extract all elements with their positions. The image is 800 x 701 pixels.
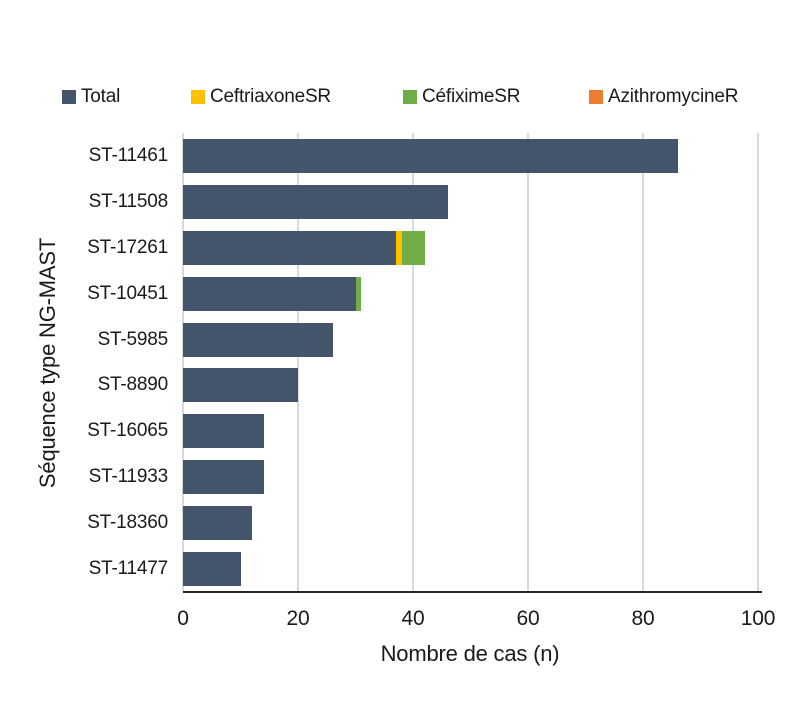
y-axis-category-labels: ST-11461 ST-11508 ST-17261 ST-10451 ST-5985 S… <box>0 133 175 592</box>
bar-track <box>183 506 758 541</box>
bar-segment-total <box>183 138 678 173</box>
x-axis-tick-labels: 0 20 40 60 80 100 <box>177 607 775 633</box>
x-tick-label: 100 <box>740 607 776 630</box>
legend-swatch-icon <box>62 90 76 104</box>
gridline <box>297 133 299 592</box>
gridline <box>757 133 759 592</box>
bar-row <box>183 408 758 454</box>
bar-row <box>183 225 758 271</box>
bar-row <box>183 179 758 225</box>
bar-track <box>183 414 758 449</box>
bar-row <box>183 133 758 179</box>
legend-swatch-icon <box>589 90 603 104</box>
category-label: ST-5985 <box>97 328 169 350</box>
bar-track <box>183 460 758 495</box>
bar-segment-total <box>183 414 264 449</box>
category-label: ST-11477 <box>88 558 169 580</box>
bar-track <box>183 322 758 357</box>
x-tick-label: 40 <box>401 607 425 630</box>
bar-row <box>183 546 758 592</box>
bar-segment-total <box>183 368 298 403</box>
bar-track <box>183 552 758 587</box>
category-label: ST-10451 <box>87 282 168 304</box>
x-tick-label: 80 <box>631 607 655 630</box>
x-tick-label: 0 <box>177 607 189 630</box>
bar-segment-total <box>183 506 252 541</box>
category-label: ST-18360 <box>87 512 168 534</box>
bar-track <box>183 184 758 219</box>
bar-segment-total <box>183 276 356 311</box>
category-label: ST-11933 <box>88 466 169 488</box>
legend-item: Total <box>62 86 120 108</box>
gridline <box>642 133 644 592</box>
bar-row <box>183 454 758 500</box>
bar-segment-total <box>183 460 264 495</box>
legend-label: AzithromycineR <box>608 86 739 107</box>
legend-swatch-icon <box>403 90 417 104</box>
bar-track <box>183 368 758 403</box>
bar-segment-total <box>183 322 333 357</box>
x-tick-label: 20 <box>286 607 310 630</box>
gridline <box>527 133 529 592</box>
bar-segment-céfiximesr <box>401 230 425 265</box>
bar-track <box>183 276 758 311</box>
legend-label: CéfiximeSR <box>422 86 521 107</box>
category-label: ST-16065 <box>87 420 168 442</box>
plot-area <box>182 133 762 593</box>
bar-segment-total <box>183 184 448 219</box>
category-label: ST-8890 <box>97 374 169 396</box>
bars-layer <box>183 133 758 592</box>
bar-segment-céfiximesr <box>355 276 362 311</box>
bar-segment-total <box>183 230 396 265</box>
chart-legend: Total CeftriaxoneSR CéfiximeSR Azithromycin… <box>0 86 800 110</box>
legend-item: CeftriaxoneSR <box>191 86 331 108</box>
legend-item: AzithromycineR <box>589 86 738 108</box>
bar-segment-total <box>183 552 241 587</box>
gridline <box>182 133 184 592</box>
bar-row <box>183 363 758 409</box>
x-tick-label: 60 <box>516 607 540 630</box>
bar-row <box>183 317 758 363</box>
bar-segment-ceftriaxonesr <box>395 230 402 265</box>
category-label: ST-11508 <box>88 190 169 212</box>
gridline <box>412 133 414 592</box>
category-label: ST-11461 <box>88 144 169 166</box>
category-label: ST-17261 <box>87 236 168 258</box>
bar-track <box>183 230 758 265</box>
legend-swatch-icon <box>191 90 205 104</box>
legend-label: CeftriaxoneSR <box>210 86 331 107</box>
bar-row <box>183 500 758 546</box>
legend-item: CéfiximeSR <box>403 86 521 108</box>
bar-row <box>183 271 758 317</box>
x-axis-title: Nombre de cas (n) <box>380 641 560 666</box>
bar-track <box>183 138 758 173</box>
legend-label: Total <box>81 86 121 107</box>
x-axis-line <box>183 591 762 593</box>
